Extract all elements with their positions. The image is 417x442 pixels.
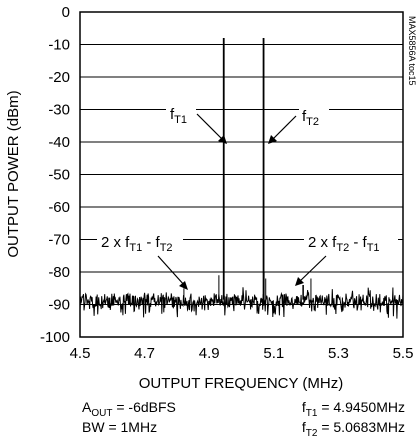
x-tick-label: 4.5 xyxy=(70,345,91,362)
ft1-arrow xyxy=(196,113,225,142)
x-tick-labels: 4.5 4.7 4.9 5.1 5.3 5.5 xyxy=(70,345,414,362)
x-tick-label: 4.7 xyxy=(134,345,155,362)
x-tick-label: 5.5 xyxy=(393,345,414,362)
annotations: fT1 fT2 2 x fT1 - fT2 2 x fT2 - fT1 xyxy=(97,102,398,290)
imd-right-arrowhead xyxy=(295,277,304,286)
ft1-label-bg xyxy=(166,102,196,124)
ft2-condition: fT2 = 5.0683MHz xyxy=(302,419,405,439)
imd-right-label-bg xyxy=(304,230,398,252)
y-axis-title: OUTPUT POWER (dBm) xyxy=(5,90,22,257)
x-axis-title: OUTPUT FREQUENCY (MHz) xyxy=(139,375,343,392)
x-tick-label: 4.9 xyxy=(199,345,220,362)
test-conditions: AOUT = -6dBFS BW = 1MHz fT1 = 4.9450MHz … xyxy=(82,399,405,439)
aout-condition: AOUT = -6dBFS xyxy=(82,399,176,419)
y-tick-label: -50 xyxy=(48,167,70,184)
imd-left-label: 2 x fT1 - fT2 xyxy=(101,234,173,254)
y-tick-label: -30 xyxy=(48,102,70,119)
figure-code: MAX5856A toc15 xyxy=(407,16,417,86)
x-tick-label: 5.1 xyxy=(263,345,284,362)
y-tick-label: -60 xyxy=(48,199,70,216)
imd-right-arrow xyxy=(297,255,327,284)
imd-left-arrow xyxy=(157,255,186,287)
y-tick-labels: 0 -10 -20 -30 -40 -50 -60 -70 -80 -90 -100 xyxy=(40,4,70,346)
y-tick-label: -40 xyxy=(48,134,70,151)
y-tick-label: -80 xyxy=(48,264,70,281)
y-tick-label: 0 xyxy=(62,4,70,21)
ft2-arrowhead xyxy=(268,135,277,144)
ft2-arrow xyxy=(270,115,297,142)
imd-left-label-bg xyxy=(97,230,183,252)
ft1-condition: fT1 = 4.9450MHz xyxy=(302,399,405,419)
y-tick-label: -10 xyxy=(48,37,70,54)
y-tick-label: -90 xyxy=(48,297,70,314)
x-tick-label: 5.3 xyxy=(328,345,349,362)
tone-group xyxy=(222,38,265,300)
ft2-label: fT2 xyxy=(302,108,319,128)
ft2-label-bg xyxy=(299,104,329,126)
plot-frame xyxy=(79,11,404,338)
y-tick-label: -20 xyxy=(48,69,70,86)
ft1-arrowhead xyxy=(218,135,227,144)
imd-right-label: 2 x fT2 - fT1 xyxy=(308,234,380,254)
noise-floor-trace xyxy=(79,287,404,319)
bw-condition: BW = 1MHz xyxy=(82,419,157,435)
imd-left-arrowhead xyxy=(179,281,188,290)
y-tick-label: -100 xyxy=(40,329,70,346)
y-tick-label: -70 xyxy=(48,232,70,249)
ft1-label: fT1 xyxy=(170,106,187,126)
